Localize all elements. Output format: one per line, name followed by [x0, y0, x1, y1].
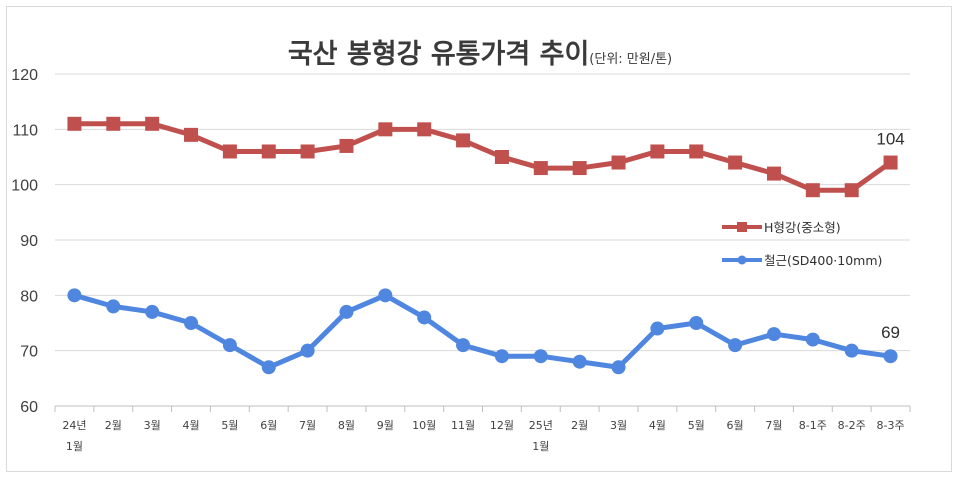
- data-point: [611, 360, 626, 375]
- data-point: [378, 122, 393, 137]
- x-tick-label: 9월: [377, 419, 394, 432]
- data-label: 69: [881, 323, 900, 342]
- y-tick-label: 110: [12, 122, 38, 139]
- series-line: [73, 292, 891, 370]
- chart-frame: [6, 6, 952, 472]
- data-point: [494, 150, 509, 164]
- x-tick-label: 7월: [765, 419, 782, 432]
- chart-unit: (단위: 만원/톤): [589, 52, 673, 67]
- data-point: [650, 144, 665, 159]
- y-tick-label: 70: [20, 344, 38, 361]
- legend-marker: [737, 222, 747, 232]
- x-tick-label: 1월: [66, 440, 83, 453]
- y-tick-label: 100: [11, 178, 38, 195]
- data-point: [805, 332, 820, 347]
- legend-label: H형강(중소형): [764, 220, 841, 235]
- data-point: [106, 116, 121, 131]
- x-tick-label: 3월: [610, 419, 627, 432]
- x-tick-label: 6월: [260, 419, 277, 432]
- data-point: [145, 304, 160, 319]
- x-tick-label: 12월: [490, 419, 514, 432]
- data-point: [67, 288, 82, 303]
- data-point: [300, 343, 315, 358]
- chart-title-block: 국산 봉형강 유통가격 추이(단위: 만원/톤): [0, 32, 960, 71]
- data-point: [417, 310, 432, 325]
- x-tick-label: 7월: [299, 419, 316, 432]
- data-point: [572, 161, 587, 176]
- x-tick-label: 8월: [338, 419, 355, 432]
- data-point: [689, 144, 704, 159]
- data-point: [184, 316, 199, 330]
- data-point: [67, 116, 82, 131]
- x-tick-label: 2월: [105, 419, 122, 432]
- data-point: [106, 299, 121, 314]
- x-tick-label: 11월: [451, 419, 475, 432]
- data-point: [572, 354, 587, 369]
- x-tick-label: 5월: [688, 419, 705, 432]
- data-point: [456, 338, 471, 353]
- data-point: [883, 155, 898, 170]
- x-tick-label: 4월: [649, 419, 666, 432]
- data-point: [766, 166, 781, 181]
- x-tick-label: 25년: [529, 419, 553, 432]
- data-point: [456, 133, 471, 148]
- x-tick-label: 10월: [412, 419, 436, 432]
- data-point: [184, 127, 199, 142]
- data-point: [805, 183, 820, 198]
- x-tick-label: 3월: [144, 419, 161, 432]
- x-tick-label: 5월: [221, 419, 238, 432]
- x-tick-label: 8-3주: [877, 419, 905, 432]
- legend-marker: [737, 255, 747, 265]
- data-point: [494, 349, 509, 364]
- x-tick-label: 4월: [182, 419, 199, 432]
- y-tick-label: 120: [11, 67, 38, 84]
- x-tick-label: 24년: [62, 419, 86, 432]
- data-point: [728, 155, 743, 170]
- data-point: [728, 338, 743, 353]
- x-tick-label: 8-2주: [838, 419, 866, 432]
- x-tick-label: 6월: [727, 419, 744, 432]
- data-point: [689, 316, 704, 330]
- x-tick-label: 8-1주: [799, 419, 827, 432]
- y-tick-label: 80: [20, 288, 38, 305]
- data-point: [339, 138, 354, 153]
- data-point: [533, 161, 548, 176]
- legend-label: 철근(SD400·10mm): [764, 253, 882, 268]
- x-tick-label: 1월: [532, 440, 549, 453]
- chart-title: 국산 봉형강 유통가격 추이: [287, 39, 590, 70]
- data-point: [533, 349, 548, 364]
- data-point: [261, 144, 276, 159]
- data-point: [766, 327, 781, 342]
- data-point: [222, 144, 237, 159]
- data-point: [650, 321, 665, 336]
- y-tick-label: 90: [20, 233, 38, 250]
- series-line: [74, 121, 893, 193]
- y-tick-label: 60: [20, 399, 38, 416]
- data-point: [611, 155, 626, 170]
- data-point: [300, 144, 315, 159]
- data-point: [222, 338, 237, 353]
- x-tick-label: 2월: [571, 419, 588, 432]
- data-point: [417, 122, 432, 137]
- data-point: [844, 183, 859, 198]
- data-point: [844, 343, 859, 358]
- data-point: [261, 360, 276, 375]
- data-point: [339, 304, 354, 319]
- data-point: [145, 116, 160, 131]
- data-point: [378, 288, 393, 303]
- data-label: 104: [876, 130, 904, 149]
- data-point: [883, 349, 898, 364]
